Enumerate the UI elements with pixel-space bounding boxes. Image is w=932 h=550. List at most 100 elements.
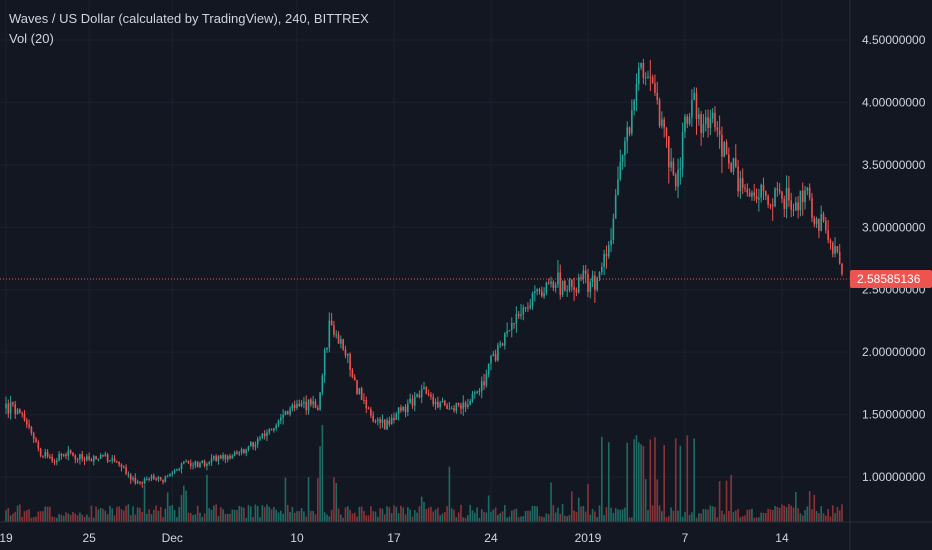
candle-body [390, 417, 393, 425]
candle-body [774, 188, 776, 206]
volume-bar [254, 504, 257, 522]
volume-bar [65, 512, 67, 522]
candle-body [485, 374, 488, 386]
candle-body [81, 454, 84, 459]
candle-body [658, 100, 661, 126]
volume-bar [344, 507, 347, 522]
candle-body [831, 242, 834, 254]
candle-body [157, 477, 160, 480]
volume-bar [81, 514, 84, 522]
price-axis-label: 2.00000000 [862, 345, 926, 359]
candle-body [263, 433, 266, 437]
volume-bar [785, 507, 788, 522]
volume-bar [370, 506, 372, 522]
volume-bar [379, 508, 381, 522]
volume-bar [559, 513, 562, 522]
volume-bar [328, 516, 331, 522]
volume-bar [836, 506, 839, 522]
volume-bar [351, 513, 354, 522]
candle-body [711, 112, 714, 119]
volume-bar [141, 511, 144, 522]
candle-body [767, 195, 769, 205]
volume-bar [23, 511, 26, 522]
candle-body [612, 218, 615, 240]
volume-bar [741, 516, 744, 522]
volume-bar [494, 507, 497, 522]
volume-bar [439, 515, 441, 522]
candle-body [838, 251, 841, 264]
volume-bar [37, 511, 40, 522]
candle-body [621, 155, 624, 162]
volume-bar [536, 506, 538, 522]
candle-body [58, 453, 60, 461]
candle-body [755, 195, 758, 200]
candle-body [360, 388, 363, 400]
candle-body [517, 314, 520, 316]
volume-bar [596, 517, 599, 522]
candle-body [328, 320, 331, 348]
volume-bar [293, 512, 296, 522]
volume-bar [647, 510, 649, 522]
volume-bar [501, 511, 504, 522]
legend-title: Waves / US Dollar (calculated by Trading… [9, 11, 369, 26]
candle-body [222, 454, 224, 459]
candle-body [591, 275, 594, 282]
candle-body [559, 272, 562, 295]
time-axis-label: 7 [682, 531, 689, 545]
candle-body [605, 253, 608, 257]
volume-bar [788, 504, 790, 522]
volume-bar [390, 513, 393, 522]
candle-body [127, 474, 130, 476]
volume-bar [342, 517, 344, 522]
volume-bar [74, 513, 77, 522]
candle-body [377, 419, 379, 421]
candle-body [162, 479, 164, 483]
candle-body [829, 240, 832, 243]
volume-bar [72, 511, 74, 522]
volume-bar [522, 516, 525, 522]
volume-bar [169, 505, 171, 522]
candle-body [836, 246, 839, 252]
candle-body [718, 130, 721, 135]
candle-body [289, 408, 291, 415]
candle-body [129, 474, 132, 480]
volume-bar [337, 508, 340, 522]
candle-body [69, 450, 72, 453]
candle-body [520, 314, 522, 316]
volume-bar [44, 506, 47, 522]
candle-body [628, 127, 631, 134]
volume-bar [155, 505, 157, 522]
volume-bar [573, 510, 575, 522]
candle-body [62, 454, 65, 456]
candle-body [679, 168, 682, 170]
candle-body [236, 452, 238, 454]
candle-body [254, 444, 257, 447]
volume-bar [510, 510, 513, 522]
volume-bar [240, 506, 243, 522]
volume-bar [213, 505, 215, 522]
time-axis-label: 14 [775, 531, 789, 545]
volume-bar [734, 510, 737, 522]
volume-bar [746, 509, 749, 522]
volume-bar [688, 514, 691, 522]
volume-bar [443, 512, 446, 522]
volume-bar [681, 516, 684, 522]
candle-body [413, 396, 416, 406]
volume-bar [707, 509, 709, 522]
volume-bar [386, 506, 388, 522]
volume-bar [808, 491, 811, 522]
candle-body [79, 454, 81, 460]
volume-bar [314, 514, 317, 522]
volume-bar [388, 507, 391, 522]
candle-body [527, 307, 529, 309]
volume-bar [531, 505, 534, 522]
volume-bar [303, 511, 305, 522]
volume-bar [781, 504, 783, 522]
volume-bar [831, 505, 834, 522]
candle-body [210, 458, 213, 463]
volume-bar [102, 508, 104, 522]
volume-bar [358, 506, 361, 522]
candle-body [99, 454, 102, 459]
